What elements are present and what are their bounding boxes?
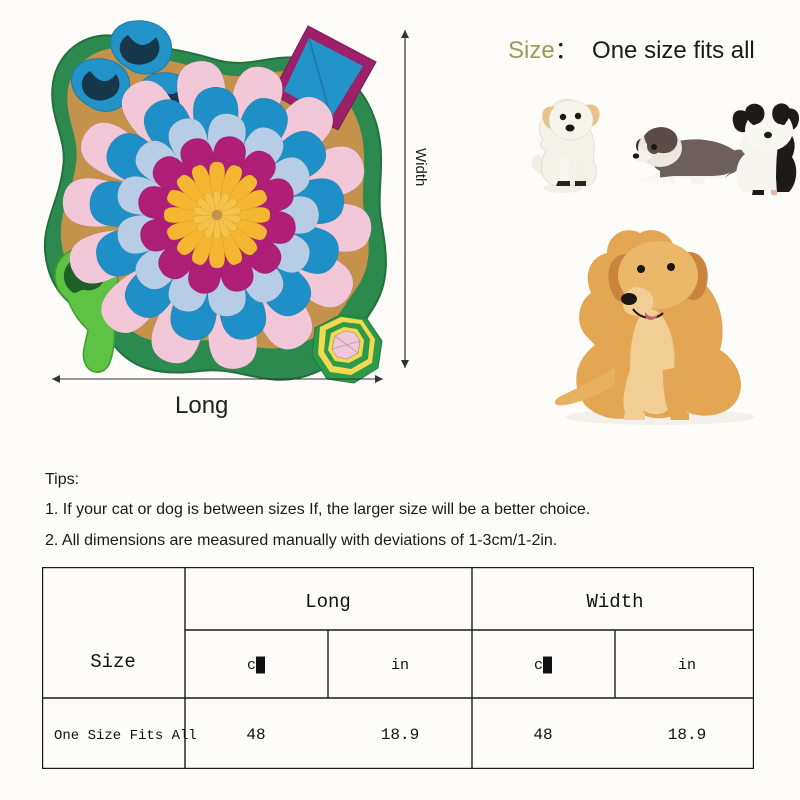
svg-text:One Size Fits All: One Size Fits All bbox=[54, 728, 197, 744]
svg-text:48: 48 bbox=[246, 726, 265, 744]
svg-text:in: in bbox=[678, 657, 696, 674]
svg-text:48: 48 bbox=[533, 726, 552, 744]
svg-text:in: in bbox=[391, 657, 409, 674]
svg-text:Size: Size bbox=[90, 651, 136, 673]
svg-text:Width: Width bbox=[586, 591, 643, 613]
svg-text:18.9: 18.9 bbox=[381, 726, 419, 744]
svg-text:c█: c█ bbox=[247, 656, 265, 674]
svg-text:c█: c█ bbox=[534, 656, 552, 674]
svg-text:18.9: 18.9 bbox=[668, 726, 706, 744]
svg-text:Long: Long bbox=[305, 591, 351, 613]
